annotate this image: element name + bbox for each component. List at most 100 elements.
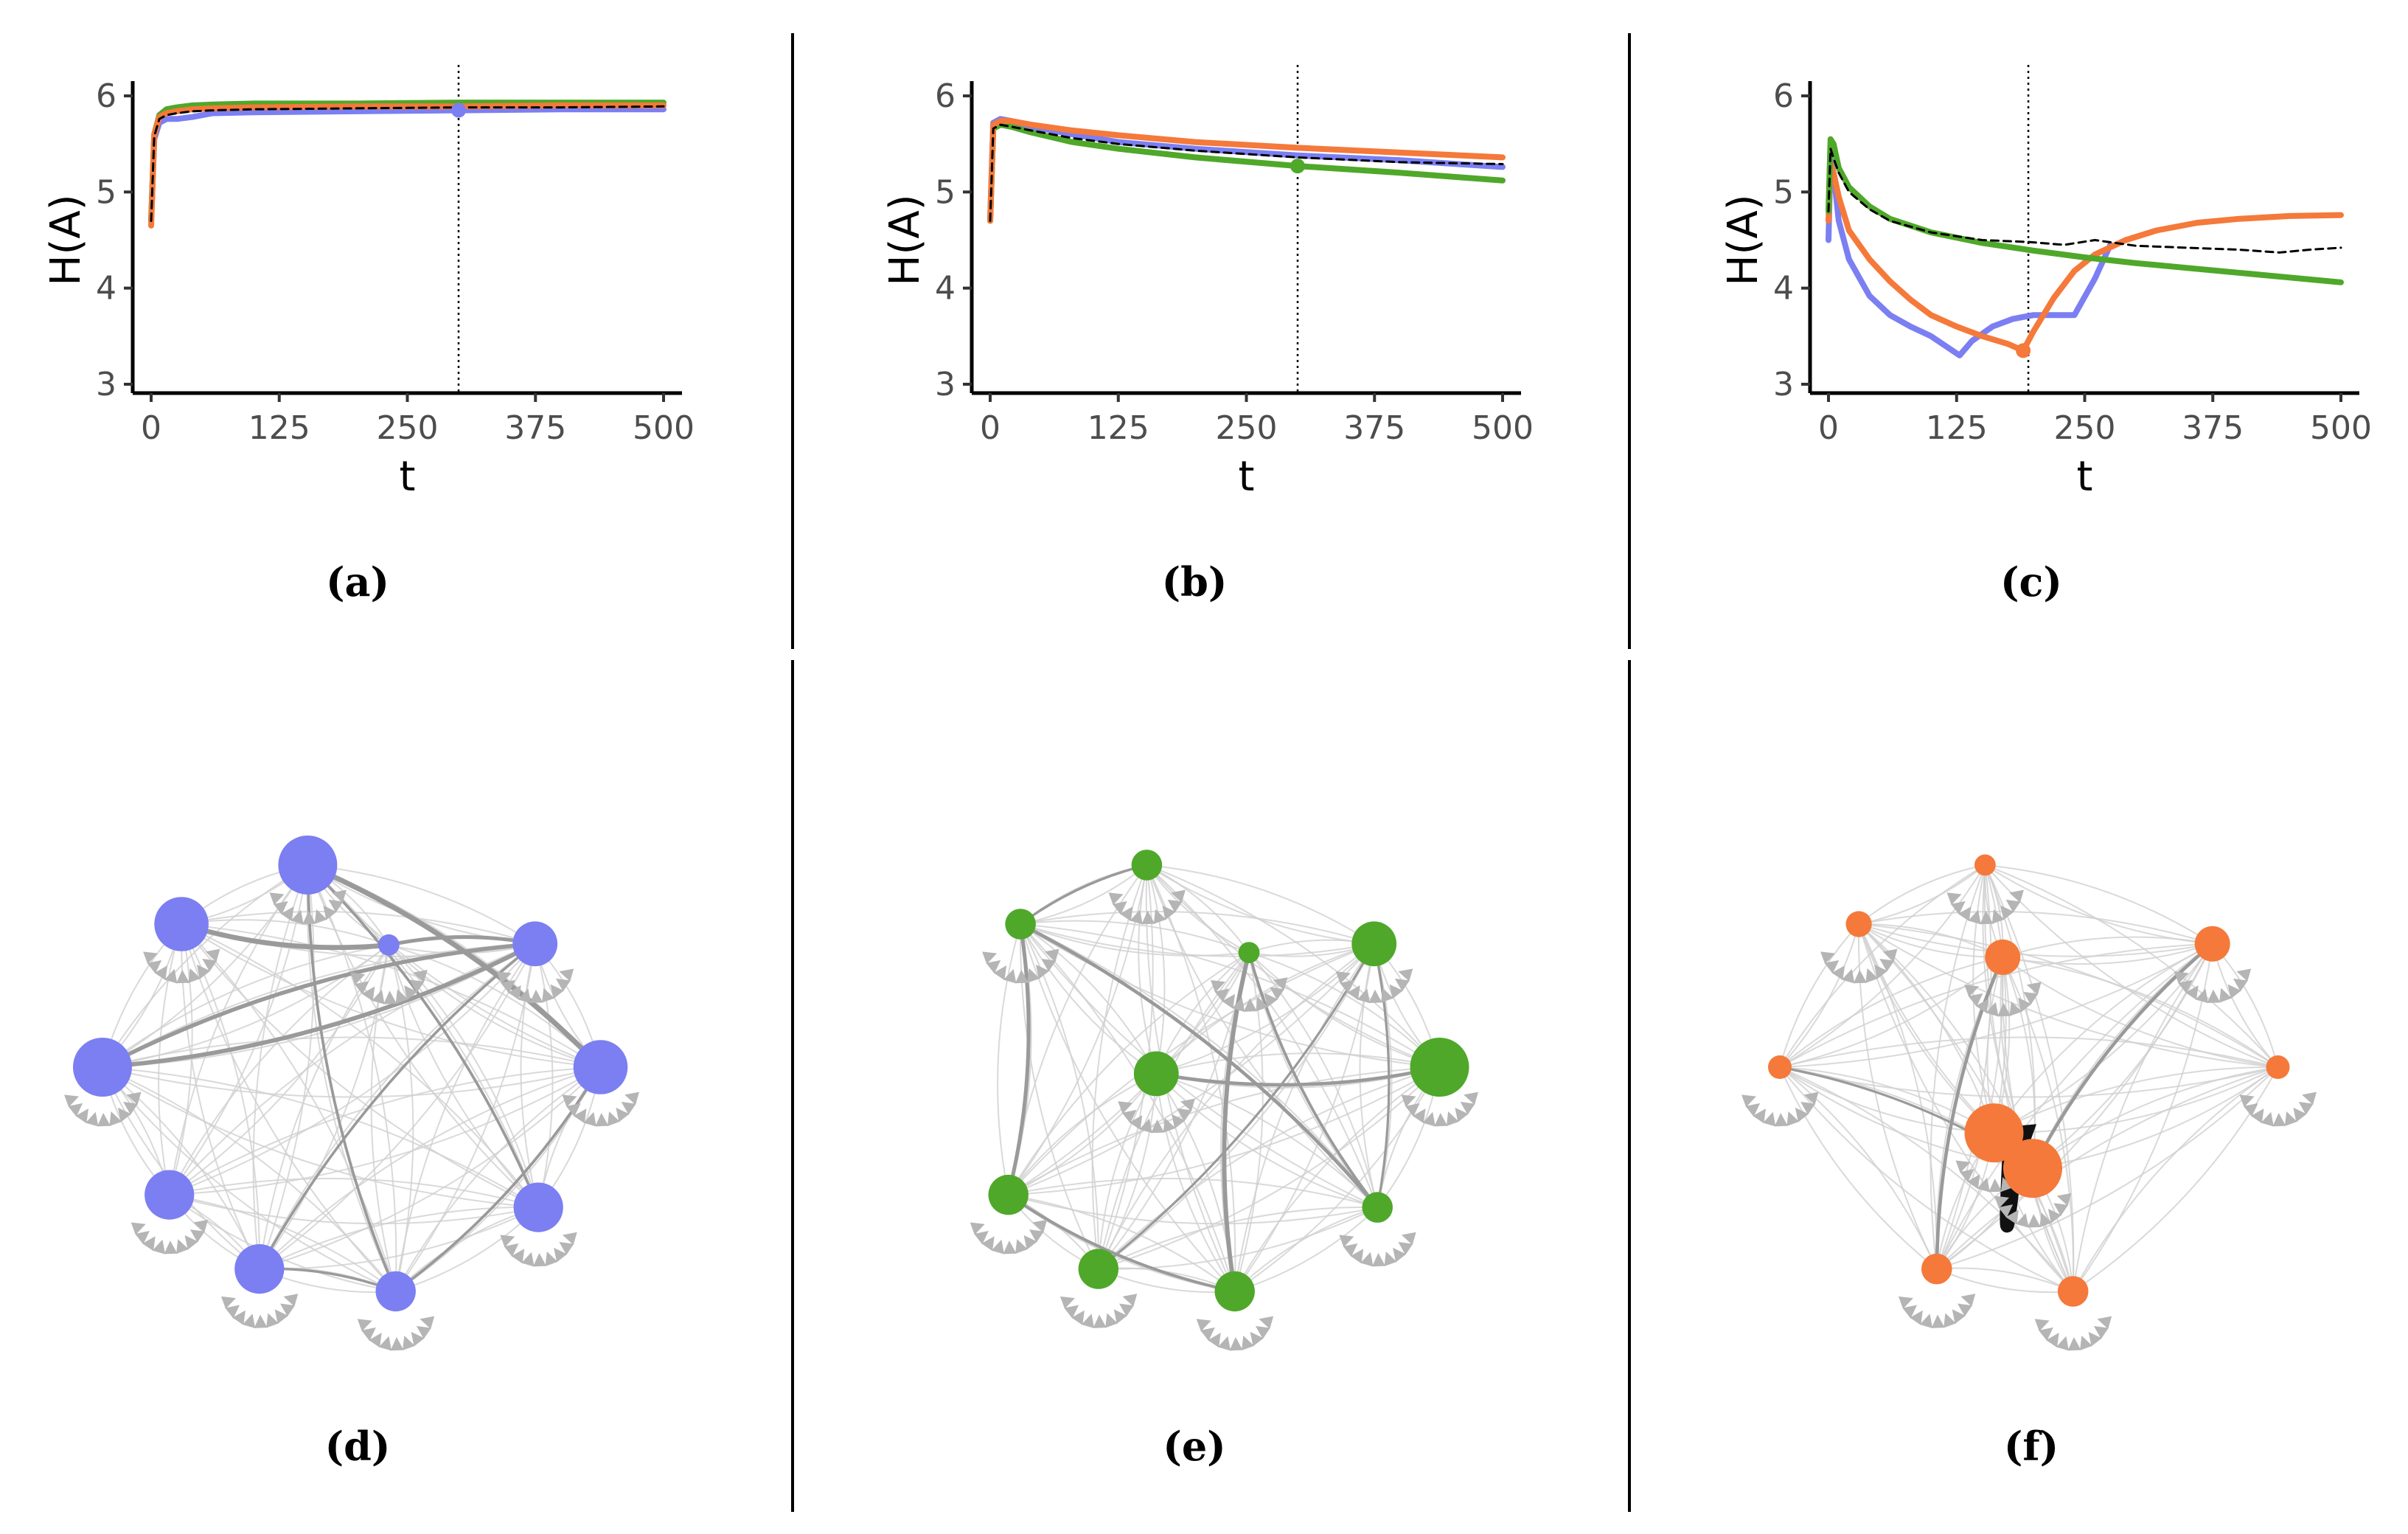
network-arrowhead [1966,1174,1980,1190]
network-edge [534,943,554,1208]
x-axis-title: t [2077,453,2093,501]
network-arrowhead [2207,989,2221,1004]
network-arrowhead [1343,1243,1358,1257]
network-edge [1020,923,1157,1075]
network-edge [394,1066,602,1292]
network-arrowhead [1339,1235,1354,1248]
network-arrowhead [280,906,294,922]
network-arrowhead [152,1239,166,1254]
network-arrowhead [1231,997,1245,1013]
x-tick-label: 375 [1343,409,1405,447]
network-edge [181,911,535,945]
network-arrowhead [416,1326,431,1339]
network-arrowhead [202,959,218,972]
network-arrowhead [1865,968,1879,983]
network-node [2057,1276,2089,1307]
network-arrowhead [97,1113,111,1127]
network-arrowhead [164,1240,178,1254]
network-arrowhead [2298,1102,2314,1115]
network-arrowhead [1162,905,1176,920]
network-arrowhead [1831,965,1845,981]
network-node [988,1174,1029,1215]
panel-caption-b: (b) [1162,558,1228,605]
network-edge [259,1066,602,1270]
network-edge [2002,957,2278,1068]
network-arrowhead [1229,1337,1243,1351]
network-panel-e: (e) [970,850,1478,1470]
network-arrowhead [1910,1310,1923,1325]
network-arrowhead [2284,1111,2297,1126]
network-edge [997,923,1022,1195]
network-arrowhead [1795,1107,1809,1122]
x-tick-label: 375 [504,409,566,447]
network-arrowhead [86,1111,99,1127]
network-edge [1146,864,1379,1208]
x-tick-label: 0 [980,409,1001,447]
network-arrowhead [2219,988,2232,1003]
network-edge [1007,1073,1157,1195]
network-node [2003,1139,2062,1198]
network-arrowhead [1357,988,1371,1004]
network-edge [1779,923,1860,1068]
network-arrowhead [1398,968,1413,982]
network-node [573,1040,628,1094]
network-arrowhead [982,951,998,965]
network-arrowhead [1952,1309,1966,1325]
network-edge [102,1036,601,1068]
network-arrowhead [142,1236,156,1252]
network-arrowhead [1460,1102,1475,1115]
network-edge [259,1206,539,1270]
network-edge [1098,1066,1440,1270]
network-edge [1098,1206,1378,1270]
network-arrowhead [554,1247,568,1263]
network-node [377,934,400,956]
network-edge [1097,1073,1158,1270]
network-edge [1146,864,1250,954]
network-arrowhead [269,892,285,906]
network-arrowhead [126,1092,142,1105]
network-arrowhead [518,988,532,1004]
network-edge [259,1066,601,1270]
network-arrowhead [75,1108,88,1124]
network-arrowhead [1112,900,1127,915]
network-edge [102,1066,539,1209]
network-arrowhead [2302,1092,2317,1105]
network-edge-strong [1935,956,2005,1269]
network-arrowhead [1968,993,1983,1007]
network-edge [1097,943,1375,1270]
network-arrowhead [302,910,316,925]
network-edge [1858,923,2003,958]
network-edge [1234,1207,1378,1292]
network-arrowhead [991,1239,1005,1254]
network-edge [1858,923,2278,1068]
panel-caption-d: (d) [325,1423,391,1470]
network-edge [102,864,308,1068]
network-arrowhead [1800,1102,1816,1115]
network-arrowhead [350,972,366,985]
network-arrowhead [1211,979,1226,993]
network-arrowhead [1335,971,1351,985]
network-arrowhead [500,1235,515,1248]
network-edge-strong [258,943,536,1270]
network-edge [1359,943,1379,1208]
network-arrowhead [361,986,375,1002]
network-edge [1008,1066,1440,1195]
network-arrowhead [378,1336,392,1351]
network-edge [1098,1066,1441,1270]
network-arrowhead [970,1222,985,1235]
network-node [1768,1055,1792,1079]
network-arrowhead [1950,900,1966,915]
network-arrowhead [2027,1214,2041,1228]
network-edge [1146,864,1375,945]
network-edge [1020,920,1250,954]
network-edge [307,864,540,1208]
network-edge-strong [2031,943,2214,1170]
network-arrowhead [1129,1115,1143,1131]
network-arrowhead [357,1319,372,1332]
network-node [1921,1253,1952,1285]
x-tick-label: 375 [2182,409,2244,447]
network-arrowhead [1217,1336,1231,1351]
network-edge [1020,923,1250,957]
y-tick-label: 4 [96,270,116,308]
network-arrowhead [372,989,385,1004]
